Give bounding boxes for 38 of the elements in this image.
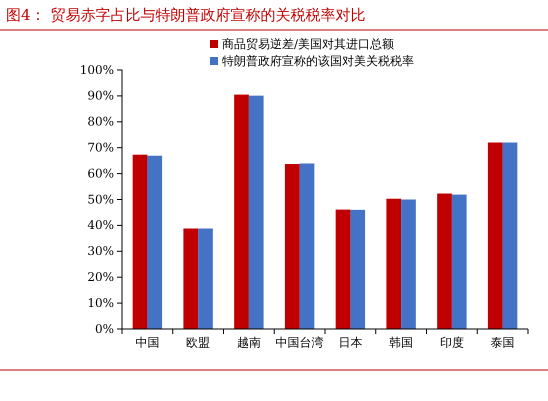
x-tick-label: 越南 xyxy=(236,335,261,350)
y-tick-label: 60% xyxy=(87,166,114,180)
bar xyxy=(234,94,249,329)
bar xyxy=(132,154,148,329)
x-tick-label: 中国 xyxy=(135,335,160,350)
bar xyxy=(437,194,452,329)
chart-title: 图4： 贸易赤字占比与特朗普政府宣称的关税税率对比 xyxy=(6,6,366,24)
bar xyxy=(198,228,213,329)
y-tick-label: 10% xyxy=(87,296,114,310)
y-tick-label: 0% xyxy=(94,322,114,336)
x-tick-label: 泰国 xyxy=(490,335,515,350)
legend-label: 特朗普政府宣称的该国对美关税税率 xyxy=(222,54,414,68)
x-tick-label: 韩国 xyxy=(389,335,414,350)
y-tick-label: 80% xyxy=(87,114,114,129)
x-tick-label: 日本 xyxy=(338,335,362,350)
bar xyxy=(336,210,350,329)
y-tick-label: 50% xyxy=(87,192,114,206)
y-tick-label: 100% xyxy=(80,62,114,77)
y-tick-label: 90% xyxy=(87,88,114,103)
bar xyxy=(386,198,402,329)
legend-label: 商品贸易逆差/美国对其进口总额 xyxy=(222,37,394,51)
bar xyxy=(248,96,264,329)
bar xyxy=(350,210,366,329)
y-tick-label: 40% xyxy=(87,218,114,232)
bar xyxy=(147,156,162,329)
bar xyxy=(488,142,503,329)
x-tick-label: 中国台湾 xyxy=(276,335,324,350)
bar xyxy=(502,142,518,329)
y-tick-label: 70% xyxy=(87,140,114,155)
x-tick-label: 印度 xyxy=(440,335,464,350)
bar xyxy=(183,228,198,329)
bar xyxy=(452,194,467,329)
y-tick-label: 30% xyxy=(87,244,114,258)
bar xyxy=(284,164,300,329)
bar xyxy=(300,164,314,329)
x-tick-label: 欧盟 xyxy=(186,335,210,350)
y-tick-label: 20% xyxy=(87,270,114,284)
bar xyxy=(401,200,416,329)
